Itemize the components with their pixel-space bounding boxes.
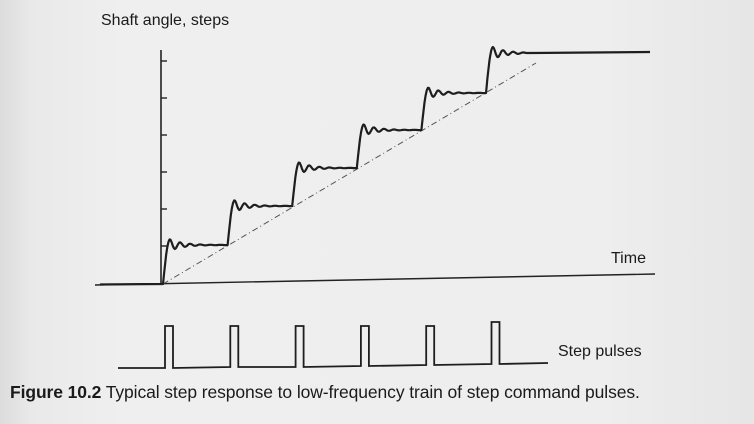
step-response-curve [99, 46, 651, 286]
step-pulse-train [118, 321, 549, 369]
ideal-ramp-line [162, 62, 537, 285]
figure-number: Figure 10.2 [10, 382, 102, 402]
step-pulses-label: Step pulses [558, 343, 642, 360]
caption-text: Typical step response to low-frequency t… [105, 382, 640, 402]
y-axis-ticks [161, 60, 167, 247]
y-axis-label: Shaft angle, steps [101, 12, 229, 29]
time-axis [94, 273, 656, 286]
figure-caption: Figure 10.2 Typical step response to low… [10, 382, 750, 403]
time-axis-label: Time [611, 250, 646, 267]
